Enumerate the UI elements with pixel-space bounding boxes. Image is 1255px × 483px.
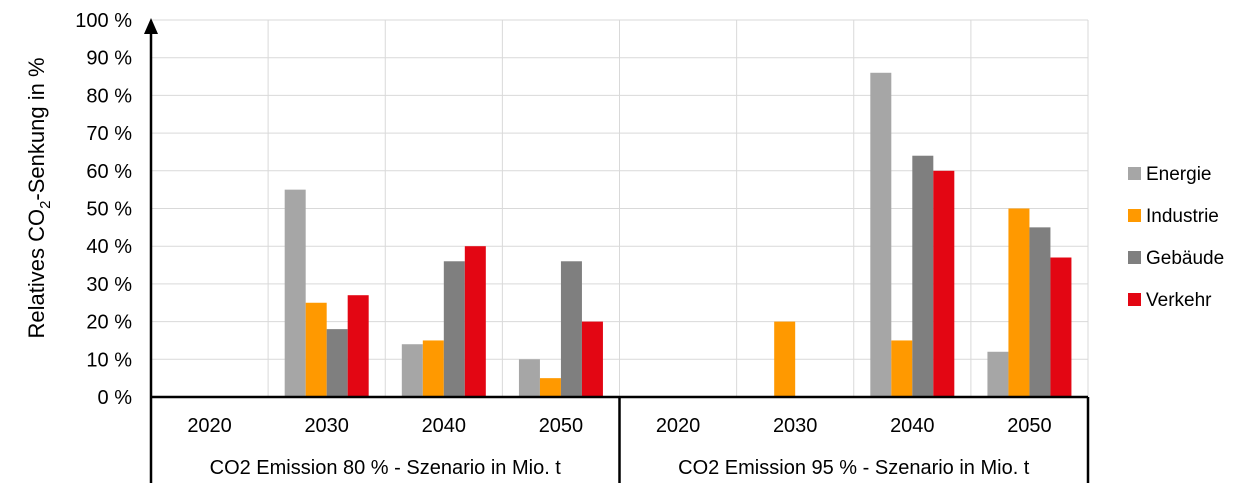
bar-verkehr <box>464 246 486 397</box>
bar-gebäude <box>1029 227 1051 397</box>
y-tick-label: 100 % <box>75 10 132 32</box>
grid-lines <box>151 19 1089 397</box>
legend-label: Energie <box>1146 164 1212 185</box>
legend-swatch-verkehr <box>1128 293 1141 306</box>
y-tick-label: 20 % <box>86 312 132 334</box>
group-label: CO2 Emission 95 % - Szenario in Mio. t <box>678 457 1030 479</box>
y-tick-label: 70 % <box>86 123 132 145</box>
legend-swatch-energie <box>1128 167 1141 180</box>
y-tick-label: 90 % <box>86 48 132 70</box>
x-tick-label: 2030 <box>304 415 349 437</box>
x-tick-label: 2050 <box>1007 415 1052 437</box>
bar-industrie <box>1008 208 1030 397</box>
bar-gebäude <box>326 329 348 397</box>
bar-verkehr <box>581 321 603 397</box>
legend-label: Industrie <box>1146 206 1219 227</box>
legend-swatch-industrie <box>1128 209 1141 222</box>
y-tick-label: 0 % <box>98 387 133 409</box>
x-tick-label: 2020 <box>656 415 701 437</box>
y-tick-label: 80 % <box>86 85 132 107</box>
y-tick-label: 60 % <box>86 161 132 183</box>
bar-verkehr <box>933 170 955 397</box>
y-tick-label: 40 % <box>86 236 132 258</box>
y-tick-label: 10 % <box>86 349 132 371</box>
y-axis-arrow <box>144 18 158 34</box>
bar-industrie <box>305 302 327 397</box>
x-tick-label: 2040 <box>422 415 467 437</box>
x-tick-labels: 2020 2030 2040 2050 CO2 Emission 80 % - Szen… <box>187 415 1051 479</box>
bar-gebäude <box>560 261 582 397</box>
bar-industrie <box>422 340 444 397</box>
bar-industrie <box>539 378 561 397</box>
x-tick-label: 2030 <box>773 415 818 437</box>
bar-industrie <box>891 340 913 397</box>
y-tick-label: 50 % <box>86 199 132 221</box>
x-tick-label: 2040 <box>890 415 935 437</box>
x-tick-label: 2050 <box>539 415 584 437</box>
bar-energie <box>401 344 423 397</box>
y-tick-label: 30 % <box>86 274 132 296</box>
bar-verkehr <box>347 295 369 397</box>
bar-gebäude <box>443 261 465 397</box>
x-tick-label: 2020 <box>187 415 232 437</box>
axes <box>144 18 1090 483</box>
bar-energie <box>870 72 892 397</box>
bar-energie <box>284 189 306 397</box>
y-tick-labels: 0 % 10 % 20 % 30 % 40 % 50 % 60 % 70 % 80 % 90 % 1… <box>75 10 132 409</box>
bar-verkehr <box>1050 257 1072 397</box>
legend-label: Gebäude <box>1146 248 1224 269</box>
bars <box>284 72 1072 397</box>
y-axis-label: Relatives CO2-Senkung in % <box>24 57 54 338</box>
bar-energie <box>987 351 1009 397</box>
group-label: CO2 Emission 80 % - Szenario in Mio. t <box>210 457 562 479</box>
legend-swatch-gebäude <box>1128 251 1141 264</box>
bar-industrie <box>774 321 796 397</box>
bar-gebäude <box>912 155 934 397</box>
legend-label: Verkehr <box>1146 290 1212 311</box>
bar-energie <box>518 359 540 397</box>
legend: Energie Industrie Gebäude Verkehr <box>1128 164 1224 311</box>
